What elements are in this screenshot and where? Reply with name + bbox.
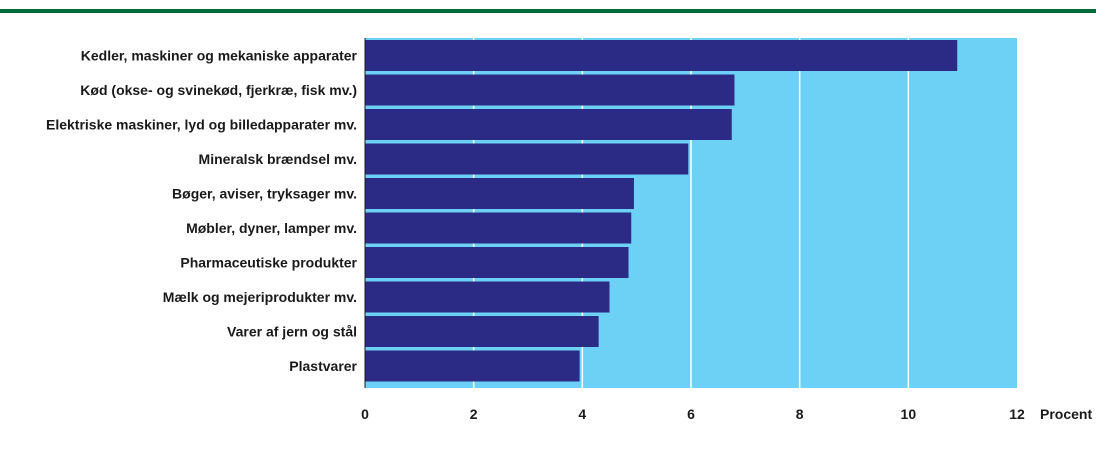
category-label: Mineralsk brændsel mv.	[199, 151, 357, 167]
category-label: Elektriske maskiner, lyd og billedappara…	[46, 117, 357, 133]
category-label: Møbler, dyner, lamper mv.	[186, 220, 357, 236]
bar	[365, 212, 632, 244]
bar	[365, 74, 735, 106]
x-tick-label: 12	[1009, 406, 1025, 422]
x-unit-label: Procent	[1040, 406, 1092, 422]
bar	[365, 350, 580, 382]
bar	[365, 109, 732, 140]
bar	[365, 281, 610, 313]
x-tick-label: 4	[578, 406, 586, 422]
bar	[365, 143, 689, 175]
bar	[365, 40, 958, 71]
x-tick-label: 10	[901, 406, 917, 422]
x-tick-label: 2	[470, 406, 478, 422]
category-label: Mælk og mejeriprodukter mv.	[163, 289, 357, 305]
category-label: Kedler, maskiner og mekaniske apparater	[81, 48, 358, 64]
category-label: Kød (okse- og svinekød, fjerkræ, fisk mv…	[80, 82, 357, 98]
bar	[365, 247, 629, 278]
x-tick-label: 8	[796, 406, 804, 422]
top-rule	[0, 9, 1096, 13]
bar	[365, 178, 634, 209]
x-tick-label: 6	[687, 406, 695, 422]
category-label: Bøger, aviser, tryksager mv.	[172, 186, 357, 202]
category-label: Varer af jern og stål	[227, 324, 357, 340]
x-tick-label: 0	[361, 406, 369, 422]
category-label: Pharmaceutiske produkter	[180, 255, 357, 271]
bar	[365, 316, 599, 347]
category-label: Plastvarer	[289, 358, 357, 374]
